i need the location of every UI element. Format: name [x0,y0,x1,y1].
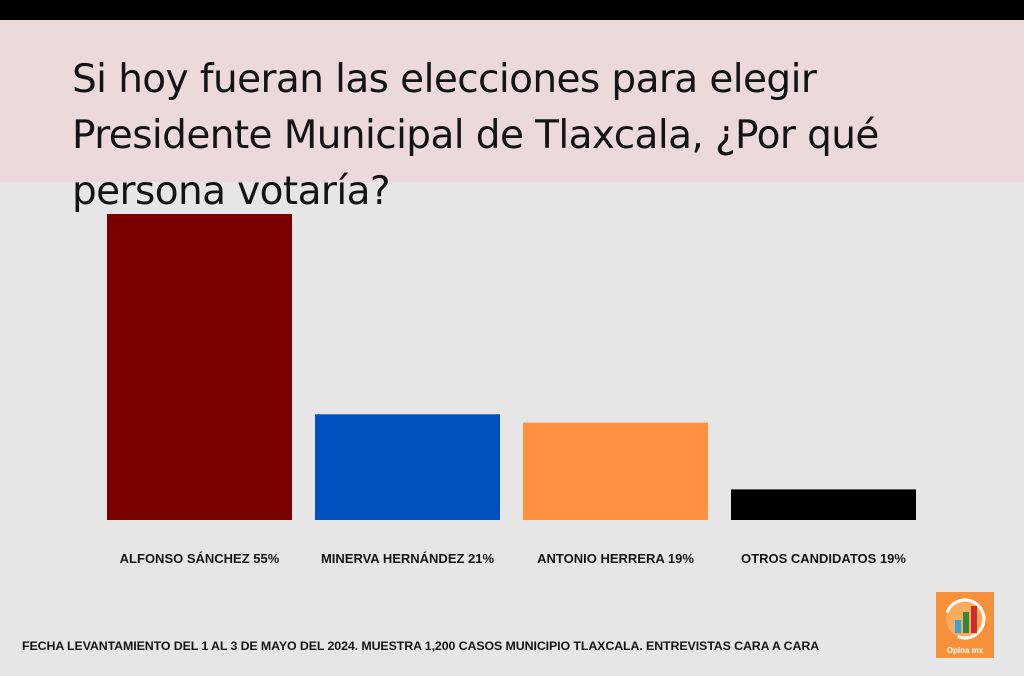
bar-2 [315,414,500,520]
category-label-4: OTROS CANDIDATOS 19% [741,551,906,566]
logo-text: Opina mx [946,646,984,655]
bar-chart-svg: ALFONSO SÁNCHEZ 55% MINERVA HERNÁNDEZ 21%… [107,214,916,566]
bar-chart-logo-icon [944,598,986,640]
bar-3 [523,422,708,520]
opina-logo: Opina mx [936,592,994,658]
chart-title: Si hoy fueran las elecciones para elegir… [72,57,879,214]
top-black-bar [0,0,1024,20]
category-label-1: ALFONSO SÁNCHEZ 55% [120,551,280,566]
title-band [0,20,1024,182]
survey-footnote: FECHA LEVANTAMIENTO DEL 1 AL 3 DE MAYO D… [22,639,820,653]
category-label-3: ANTONIO HERRERA 19% [537,551,694,566]
category-label-2: MINERVA HERNÁNDEZ 21% [321,551,495,566]
bar-chart: ALFONSO SÁNCHEZ 55% MINERVA HERNÁNDEZ 21%… [0,182,1024,582]
bar-4 [731,489,916,520]
bar-1 [107,214,292,520]
